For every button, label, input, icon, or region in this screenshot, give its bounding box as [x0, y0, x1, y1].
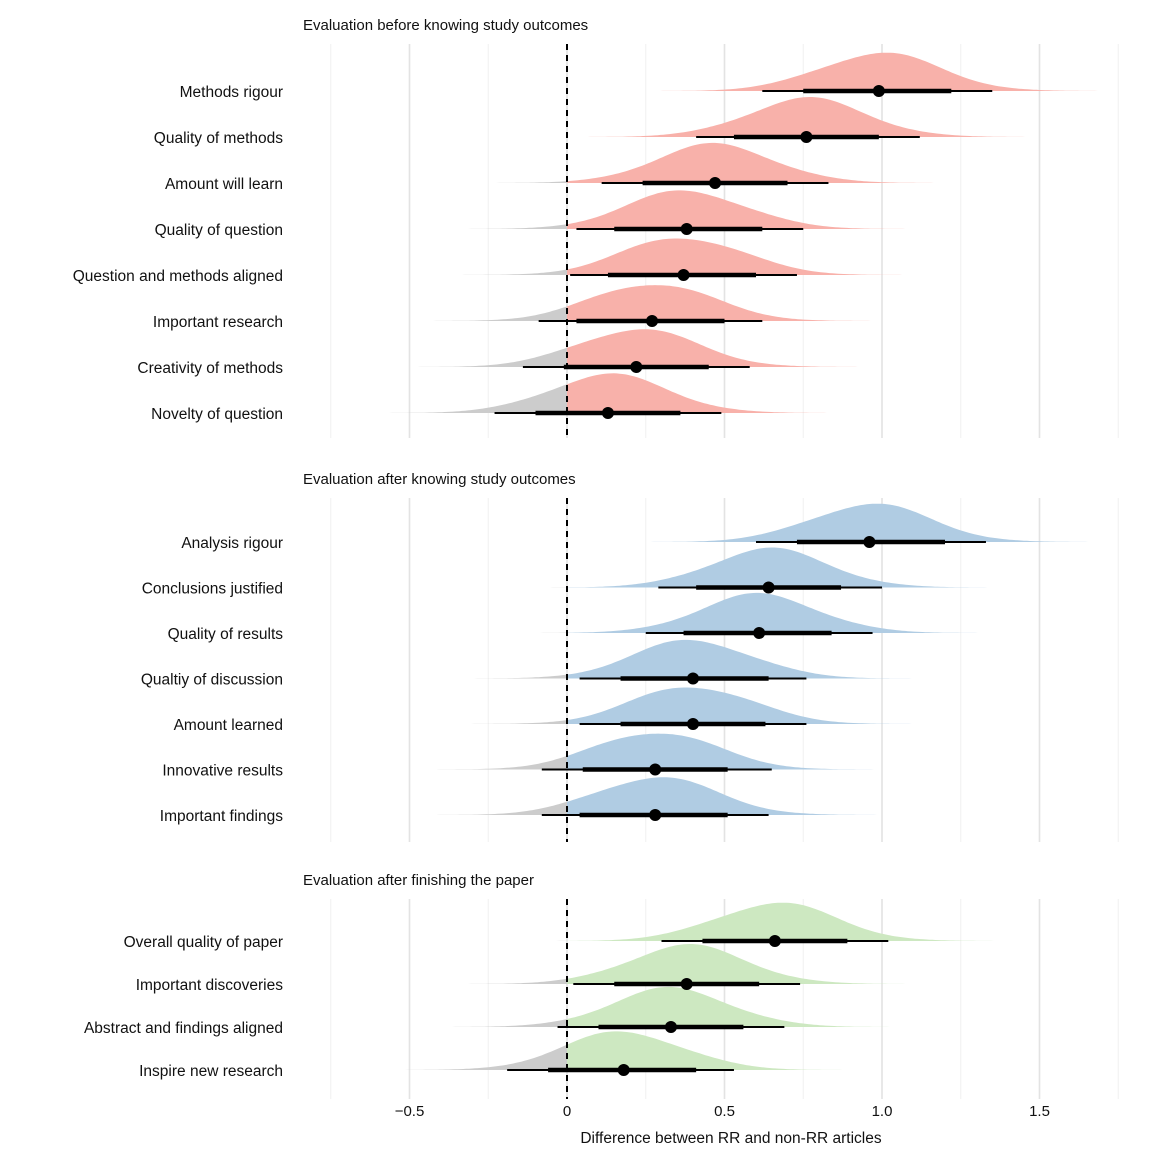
- median-point: [687, 672, 699, 685]
- row-label: Analysis rigour: [181, 535, 283, 552]
- panel-3: Evaluation after finishing the paper Insp…: [84, 872, 1119, 1099]
- median-point: [687, 718, 699, 730]
- row-label: Amount will learn: [165, 176, 283, 193]
- row-label: Quality of question: [155, 222, 283, 239]
- density-negative: [421, 777, 567, 815]
- median-point: [601, 407, 614, 419]
- median-point: [753, 627, 766, 639]
- density-negative: [525, 592, 567, 633]
- x-tick-label: 0.5: [714, 1103, 735, 1120]
- density-negative: [459, 639, 567, 679]
- row-label: Question and methods aligned: [73, 268, 283, 285]
- density-negative: [535, 547, 567, 588]
- density-positive: [635, 503, 1103, 542]
- row-label: Novelty of question: [151, 406, 283, 423]
- density-negative: [0, 77, 567, 139]
- panel-title: Evaluation after knowing study outcomes: [303, 471, 576, 488]
- row-label: Creativity of methods: [137, 360, 283, 377]
- x-axis: −0.5 0 0.5 1.0 1.5 Difference between RR and …: [395, 1103, 1050, 1147]
- panel-title: Evaluation before knowing study outcomes: [303, 17, 588, 34]
- median-point: [680, 978, 693, 990]
- median-point: [649, 763, 662, 776]
- median-point: [800, 131, 813, 143]
- median-point: [649, 809, 662, 821]
- row-label: Important findings: [160, 808, 283, 825]
- density-negative: [453, 190, 567, 229]
- density-negative: [481, 142, 567, 183]
- distribution-row: Methods rigour: [0, 31, 1113, 101]
- median-point: [617, 1064, 630, 1076]
- density-negative: [421, 733, 567, 770]
- row-label: Abstract and findings aligned: [84, 1020, 283, 1037]
- median-point: [863, 536, 876, 548]
- median-point: [677, 269, 690, 281]
- panel-gridlines: [330, 44, 1119, 438]
- panel-2: Evaluation after knowing study outcomes I…: [0, 471, 1119, 842]
- row-label: Overall quality of paper: [124, 934, 283, 951]
- density-negative: [374, 373, 567, 413]
- row-label: Conclusions justified: [142, 581, 283, 598]
- panel-1: Evaluation before knowing study outcomes…: [0, 17, 1119, 438]
- median-point: [709, 177, 722, 189]
- distribution-row: Overall quality of paper: [124, 902, 1009, 951]
- x-axis-title: Difference between RR and non-RR article…: [580, 1130, 882, 1147]
- row-label: Inspire new research: [139, 1063, 283, 1080]
- x-tick-label: 1.5: [1029, 1103, 1050, 1120]
- median-point: [872, 85, 885, 97]
- density-positive: [567, 902, 1009, 941]
- median-point: [762, 581, 775, 594]
- x-tick-label: −0.5: [395, 1103, 425, 1120]
- row-label: Qualtiy of discussion: [141, 672, 283, 689]
- median-point: [646, 315, 659, 327]
- median-point: [630, 361, 643, 373]
- row-label: Methods rigour: [180, 84, 283, 101]
- row-label: Amount learned: [174, 717, 283, 734]
- density-negative: [453, 944, 567, 984]
- x-tick-label: 1.0: [872, 1103, 893, 1120]
- density-negative: [0, 31, 567, 93]
- density-negative: [0, 482, 567, 544]
- panel-title: Evaluation after finishing the paper: [303, 872, 534, 889]
- median-point: [664, 1021, 677, 1033]
- density-negative: [459, 687, 567, 724]
- density-positive: [645, 52, 1113, 91]
- median-point: [768, 935, 781, 947]
- density-negative: [402, 329, 567, 367]
- density-negative: [541, 902, 567, 941]
- row-label: Important discoveries: [136, 977, 284, 994]
- row-label: Quality of methods: [154, 130, 283, 147]
- row-label: Quality of results: [168, 626, 284, 643]
- row-label: Important research: [153, 314, 283, 331]
- row-label: Innovative results: [162, 763, 283, 780]
- median-point: [680, 223, 693, 235]
- distribution-row: Analysis rigour: [0, 482, 1103, 552]
- x-tick-label: 0: [563, 1103, 571, 1120]
